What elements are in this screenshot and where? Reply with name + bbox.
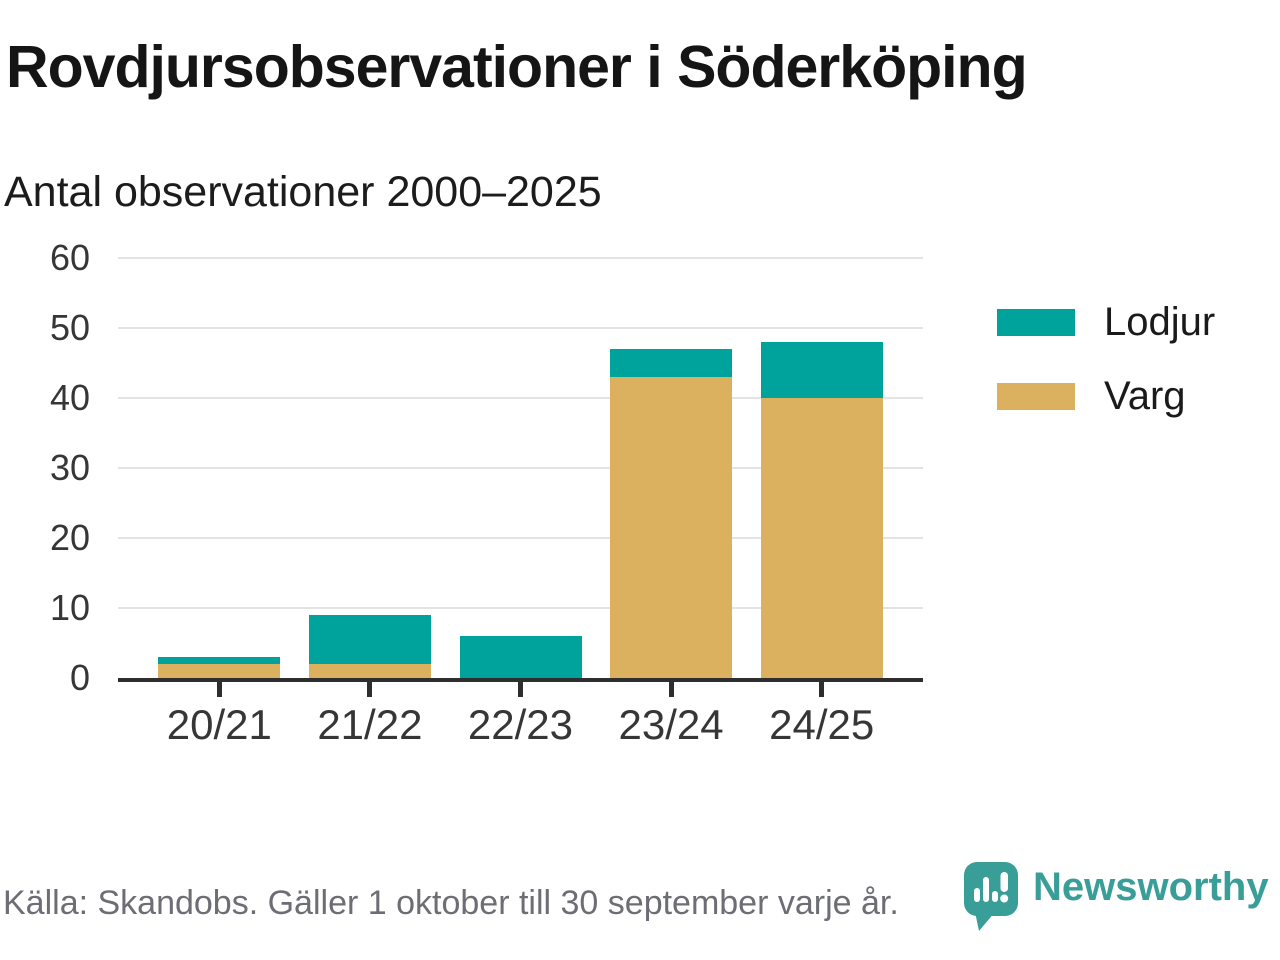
x-tick-label-20/21: 20/21 <box>166 701 272 748</box>
bar-24/25-varg <box>760 398 883 678</box>
bar-20/21-lodjur <box>158 657 281 664</box>
gridline-60 <box>118 257 923 259</box>
x-tick-label-21/22: 21/22 <box>317 701 423 748</box>
bar-22/23-lodjur <box>459 636 582 678</box>
x-tick-label-24/25: 24/25 <box>769 701 875 748</box>
y-tick-label-10: 10 <box>49 587 90 628</box>
x-tick-label-23/24: 23/24 <box>618 701 724 748</box>
gridline-20 <box>118 537 923 539</box>
chart-title: Rovdjursobservationer i Söderköping <box>6 34 1028 100</box>
brand-name: Newsworthy <box>1033 865 1269 909</box>
x-tick-20/21 <box>216 682 222 697</box>
y-tick-label-40: 40 <box>49 377 90 418</box>
legend-item-varg: Varg <box>997 374 1215 419</box>
bar-21/22-lodjur <box>308 615 431 664</box>
y-tick-label-60: 60 <box>49 237 90 278</box>
bar-24/25-lodjur <box>760 342 883 398</box>
y-tick-label-30: 30 <box>49 447 90 488</box>
bar-23/24-lodjur <box>610 349 733 377</box>
legend-label-varg: Varg <box>1104 374 1186 418</box>
bar-20/21-varg <box>158 664 281 678</box>
legend-swatch-lodjur <box>997 309 1075 336</box>
legend-item-lodjur: Lodjur <box>997 300 1215 345</box>
bar-23/24-varg <box>610 377 733 678</box>
x-tick-label-22/23: 22/23 <box>467 701 574 748</box>
x-tick-22/23 <box>518 682 523 697</box>
y-tick-label-50: 50 <box>49 307 90 348</box>
gridline-30 <box>118 467 923 469</box>
x-tick-24/25 <box>819 682 825 697</box>
y-tick-label-20: 20 <box>49 517 90 558</box>
plot-area <box>118 257 923 697</box>
legend-swatch-varg <box>997 383 1075 410</box>
y-tick-label-0: 0 <box>69 657 90 698</box>
x-tick-21/22 <box>367 682 373 697</box>
bar-21/22-varg <box>308 664 431 678</box>
newsworthy-logo: Newsworthy <box>964 862 1269 932</box>
source-note: Källa: Skandobs. Gäller 1 oktober till 3… <box>3 884 899 922</box>
x-tick-23/24 <box>668 682 674 697</box>
gridline-10 <box>118 607 923 609</box>
bar-chart-speech-bubble-icon <box>964 862 1018 931</box>
legend: Lodjur Varg <box>997 300 1215 419</box>
chart-subtitle: Antal observationer 2000–2025 <box>4 168 602 216</box>
gridline-40 <box>118 397 923 399</box>
gridline-50 <box>118 327 923 329</box>
legend-label-lodjur: Lodjur <box>1104 300 1216 344</box>
